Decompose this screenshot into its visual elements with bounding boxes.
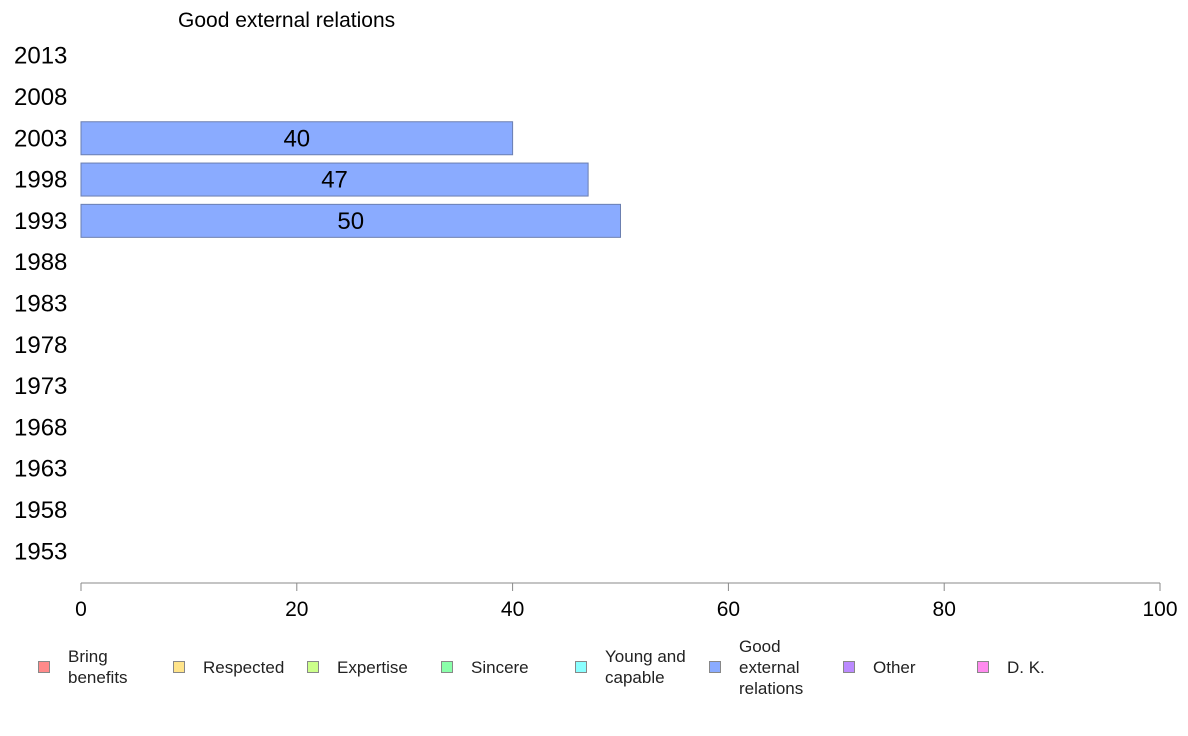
- y-axis-labels: 2013 2008 2003 1998 1993 1988 1983 1978 1973 1968…: [14, 43, 67, 566]
- legend-label: Good external relations: [739, 636, 804, 698]
- x-tick-label: 80: [933, 598, 956, 621]
- legend-label: Respected: [203, 657, 285, 677]
- y-tick-label: 1993: [14, 208, 67, 235]
- x-tick-label: 60: [717, 598, 740, 621]
- legend-item: Other: [843, 632, 916, 702]
- legend-swatch: [441, 661, 453, 673]
- y-tick-label: 1958: [14, 497, 67, 524]
- y-tick-label: 2003: [14, 125, 67, 152]
- legend-swatch: [38, 661, 50, 673]
- legend: Bring benefits Respected Expertise Sincere Y…: [0, 632, 1188, 702]
- legend-swatch: [977, 661, 989, 673]
- y-tick-label: 1988: [14, 249, 67, 276]
- x-tick-label: 20: [285, 598, 308, 621]
- legend-item: Good external relations: [709, 632, 829, 702]
- legend-label: Sincere: [471, 657, 529, 677]
- legend-item: Sincere: [441, 632, 529, 702]
- bars: [80, 121, 621, 238]
- chart-title: Good external relations: [178, 9, 395, 32]
- x-axis-ticks: 0 20 40 60 80 100: [75, 583, 1178, 621]
- y-tick-label: 2013: [14, 43, 67, 70]
- x-tick-label: 100: [1142, 598, 1177, 621]
- legend-swatch: [575, 661, 587, 673]
- y-tick-label: 2008: [14, 84, 67, 111]
- legend-label: D. K.: [1007, 657, 1045, 677]
- bar-value-labels: 40 47 50: [283, 125, 364, 235]
- y-tick-label: 1953: [14, 538, 67, 565]
- legend-label: Young and capable: [605, 647, 686, 687]
- y-tick-label: 1983: [14, 290, 67, 317]
- bar: [80, 162, 589, 197]
- bar-value-label: 40: [283, 125, 310, 152]
- bar: [80, 121, 514, 156]
- legend-swatch: [307, 661, 319, 673]
- bar-value-label: 47: [321, 167, 348, 194]
- legend-swatch: [843, 661, 855, 673]
- legend-swatch: [709, 661, 721, 673]
- legend-label: Bring benefits: [68, 647, 128, 687]
- x-tick-label: 0: [75, 598, 87, 621]
- y-tick-label: 1968: [14, 414, 67, 441]
- legend-swatch: [173, 661, 185, 673]
- y-tick-label: 1998: [14, 167, 67, 194]
- legend-item: D. K.: [977, 632, 1045, 702]
- legend-label: Other: [873, 657, 916, 677]
- y-tick-label: 1963: [14, 456, 67, 483]
- bar-value-label: 50: [337, 208, 364, 235]
- legend-item: Expertise: [307, 632, 408, 702]
- bar: [80, 203, 621, 238]
- legend-item: Bring benefits: [38, 632, 158, 702]
- y-tick-label: 1973: [14, 373, 67, 400]
- legend-item: Young and capable: [575, 632, 695, 702]
- legend-label: Expertise: [337, 657, 408, 677]
- x-tick-label: 40: [501, 598, 524, 621]
- legend-item: Respected: [173, 632, 284, 702]
- y-tick-label: 1978: [14, 332, 67, 359]
